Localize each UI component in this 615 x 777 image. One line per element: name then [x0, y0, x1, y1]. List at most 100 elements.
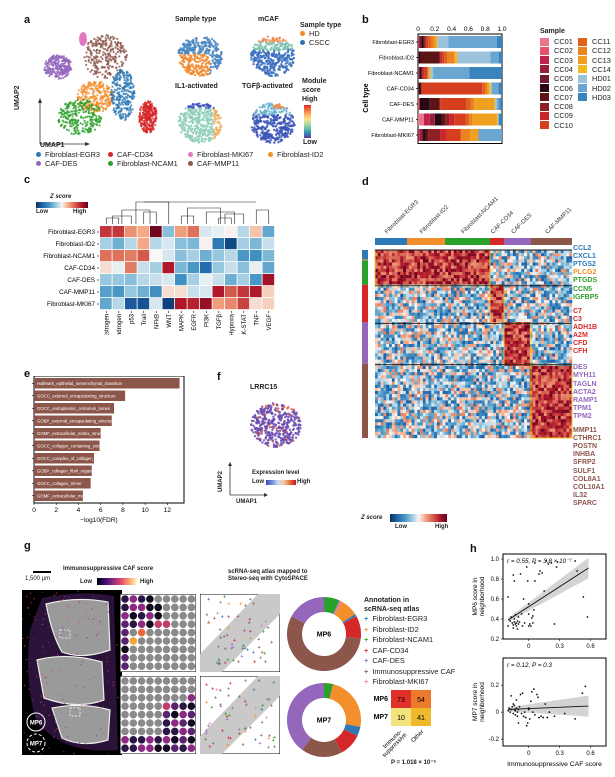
heatmap-cell: [439, 293, 443, 298]
umap-cell-point: [50, 72, 54, 76]
umap-cell-point: [199, 50, 203, 54]
heatmap-cell: [383, 268, 387, 273]
umap-cell-point: [199, 127, 202, 131]
heatmap-cell: [436, 268, 440, 273]
umap-cell-point: [80, 105, 83, 108]
heatmap-cell: [563, 281, 567, 285]
umap-cell-point: [204, 134, 208, 137]
umap-cell-point: [127, 74, 130, 77]
heatmap-cell: [400, 256, 404, 260]
umap-cell-point: [52, 68, 55, 72]
pathway-heatmap: Fibroblast-EGR3Fibroblast-ID2Fibroblast-…: [43, 201, 275, 335]
sample-legend: Sample CC01 CC02 CC03 CC04 CC05 CC06 CC07 CC08 C…: [540, 28, 615, 137]
heatmap-cell: [473, 265, 477, 269]
heatmap-cell: [501, 281, 505, 285]
sample-legend-item: CC04: [540, 65, 573, 74]
umap-cell-point: [126, 82, 130, 85]
heatmap-cell: [512, 262, 516, 266]
umap-cell-point: [255, 131, 259, 134]
heatmap-cell: [431, 281, 435, 285]
heatmap-cell: [512, 281, 516, 285]
umap-cell-point: [124, 50, 128, 53]
umap-cell-point: [208, 60, 211, 63]
heatmap-cell: [431, 265, 435, 269]
umap-cell-point: [265, 109, 268, 113]
heatmap-cell: [389, 293, 393, 298]
cluster-dot-icon: [108, 161, 113, 166]
umap-cell-point: [265, 38, 268, 42]
umap-cell-point: [86, 67, 89, 71]
umap-cell-point: [95, 71, 98, 74]
heatmap-cell: [493, 253, 497, 257]
bar-segment-CC06: [434, 113, 442, 126]
umap-cell-point: [147, 111, 150, 115]
umap-cell-point: [129, 109, 132, 112]
sample-swatch-icon: [578, 93, 587, 102]
umap-cell-point: [63, 125, 66, 128]
umap-cell-point: [71, 103, 74, 107]
heatmap-cell: [467, 268, 471, 273]
umap-cell-point: [120, 107, 123, 110]
heatmap-cell: [462, 262, 466, 266]
umap-cell-point: [144, 104, 147, 108]
heatmap-cell: [237, 274, 250, 286]
heatmap-cell: [552, 303, 556, 307]
umap-cell-point: [258, 50, 261, 53]
heatmap-cell: [403, 250, 407, 254]
umap-cell-point: [257, 53, 260, 57]
heatmap-cell: [529, 256, 533, 260]
umap-cell-point: [190, 63, 194, 66]
heatmap-cell: [476, 268, 480, 273]
heatmap-cell: [411, 262, 415, 266]
umap-cell-point: [102, 47, 105, 50]
heatmap-cell: [428, 297, 432, 301]
heatmap-cell: [403, 253, 407, 257]
umap-cell-point: [257, 113, 260, 116]
heatmap-cell: [560, 253, 564, 257]
heatmap-cell: [498, 300, 502, 304]
heatmap-cell: [411, 268, 415, 273]
umap-cell-point: [101, 95, 105, 98]
umap-cell-point: [125, 80, 128, 83]
umap-cell-point: [191, 71, 194, 74]
umap-cell-point: [81, 123, 84, 126]
umap-cell-point: [138, 117, 141, 121]
heatmap-cell: [212, 238, 225, 250]
umap-cell-point: [120, 45, 124, 49]
umap-cell-point: [73, 104, 76, 107]
heatmap-cell: [425, 290, 429, 295]
umap-cell-point: [198, 66, 202, 70]
heatmap-cell: [162, 298, 175, 310]
umap-cell-point: [122, 100, 125, 104]
umap-cell-point: [193, 73, 197, 77]
heatmap-cell: [484, 250, 488, 254]
heatmap-cell: [524, 303, 528, 307]
heatmap-cell: [436, 253, 440, 257]
heatmap-cell: [529, 250, 533, 254]
heatmap-cell: [498, 265, 502, 269]
heatmap-cell: [411, 297, 415, 301]
umap-cell-point: [250, 126, 254, 129]
heatmap-cell: [470, 290, 474, 295]
heatmap-cell: [493, 287, 497, 291]
heatmap-cell: [470, 287, 474, 291]
heatmap-cell: [557, 256, 561, 260]
sample-swatch-icon: [540, 46, 549, 55]
umap-cell-point: [284, 39, 287, 42]
umap-cell-point: [55, 74, 58, 77]
heatmap-cell: [541, 265, 545, 269]
umap-cell-point: [260, 68, 263, 71]
x-tick-label: 1.0: [497, 26, 506, 33]
umap-cell-point: [215, 117, 218, 120]
heatmap-cell: [403, 262, 407, 266]
umap-cell-point: [194, 103, 197, 106]
bar-segment-CC07: [423, 36, 425, 48]
heatmap-cell: [518, 284, 522, 288]
heatmap-cell: [560, 290, 564, 295]
umap-cell-point: [118, 65, 121, 68]
umap-cell-point: [100, 91, 103, 94]
umap-cell-point: [284, 59, 287, 62]
heatmap-cell: [529, 303, 533, 307]
umap-cell-point: [278, 103, 281, 106]
umap-cell-point: [82, 83, 85, 86]
